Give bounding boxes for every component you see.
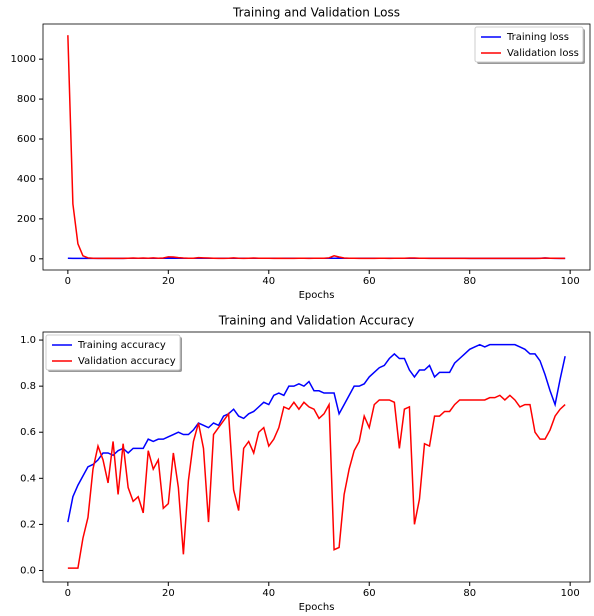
y-tick-label: 0.0 (20, 565, 36, 576)
plot-frame (42, 23, 591, 271)
x-tick-label: 60 (363, 276, 376, 287)
legend-label: Training loss (506, 32, 569, 43)
x-tick-label: 80 (463, 276, 476, 287)
chart-title: Training and Validation Loss (232, 6, 400, 20)
y-tick-label: 0.6 (20, 427, 36, 438)
series-line (67, 394, 566, 569)
x-tick-label: 0 (65, 276, 71, 287)
x-tick-label: 100 (561, 588, 580, 599)
legend-label: Training accuracy (77, 340, 166, 351)
x-axis-label: Epochs (299, 602, 335, 613)
y-tick-label: 0.8 (20, 381, 36, 392)
legend: Training accuracy Validation accuracy (45, 334, 182, 372)
y-tick-label: 200 (17, 214, 36, 225)
legend-label: Validation loss (507, 48, 579, 59)
legend-box (45, 334, 181, 371)
x-tick-label: 20 (162, 588, 175, 599)
x-axis-label: Epochs (299, 290, 335, 301)
x-tick-label: 20 (162, 276, 175, 287)
series-line (67, 35, 566, 260)
x-tick-label: 40 (262, 276, 275, 287)
y-tick-label: 0 (30, 254, 36, 265)
plot-frame (42, 331, 591, 583)
y-tick-label: 600 (17, 134, 36, 145)
y-tick-label: 800 (17, 94, 36, 105)
y-tick-label: 400 (17, 174, 36, 185)
x-tick-label: 40 (262, 588, 275, 599)
legend: Training loss Validation loss (474, 26, 585, 64)
x-tick-label: 100 (561, 276, 580, 287)
x-tick-label: 80 (463, 588, 476, 599)
y-tick-label: 1.0 (20, 335, 36, 346)
y-tick-label: 0.4 (20, 473, 36, 484)
chart-title: Training and Validation Accuracy (218, 314, 414, 328)
legend-box (474, 26, 584, 63)
x-tick-label: 0 (65, 588, 71, 599)
series-line (67, 343, 566, 523)
y-tick-label: 0.2 (20, 519, 36, 530)
y-tick-label: 1000 (11, 54, 36, 65)
legend-label: Validation accuracy (78, 356, 176, 367)
x-tick-label: 60 (363, 588, 376, 599)
